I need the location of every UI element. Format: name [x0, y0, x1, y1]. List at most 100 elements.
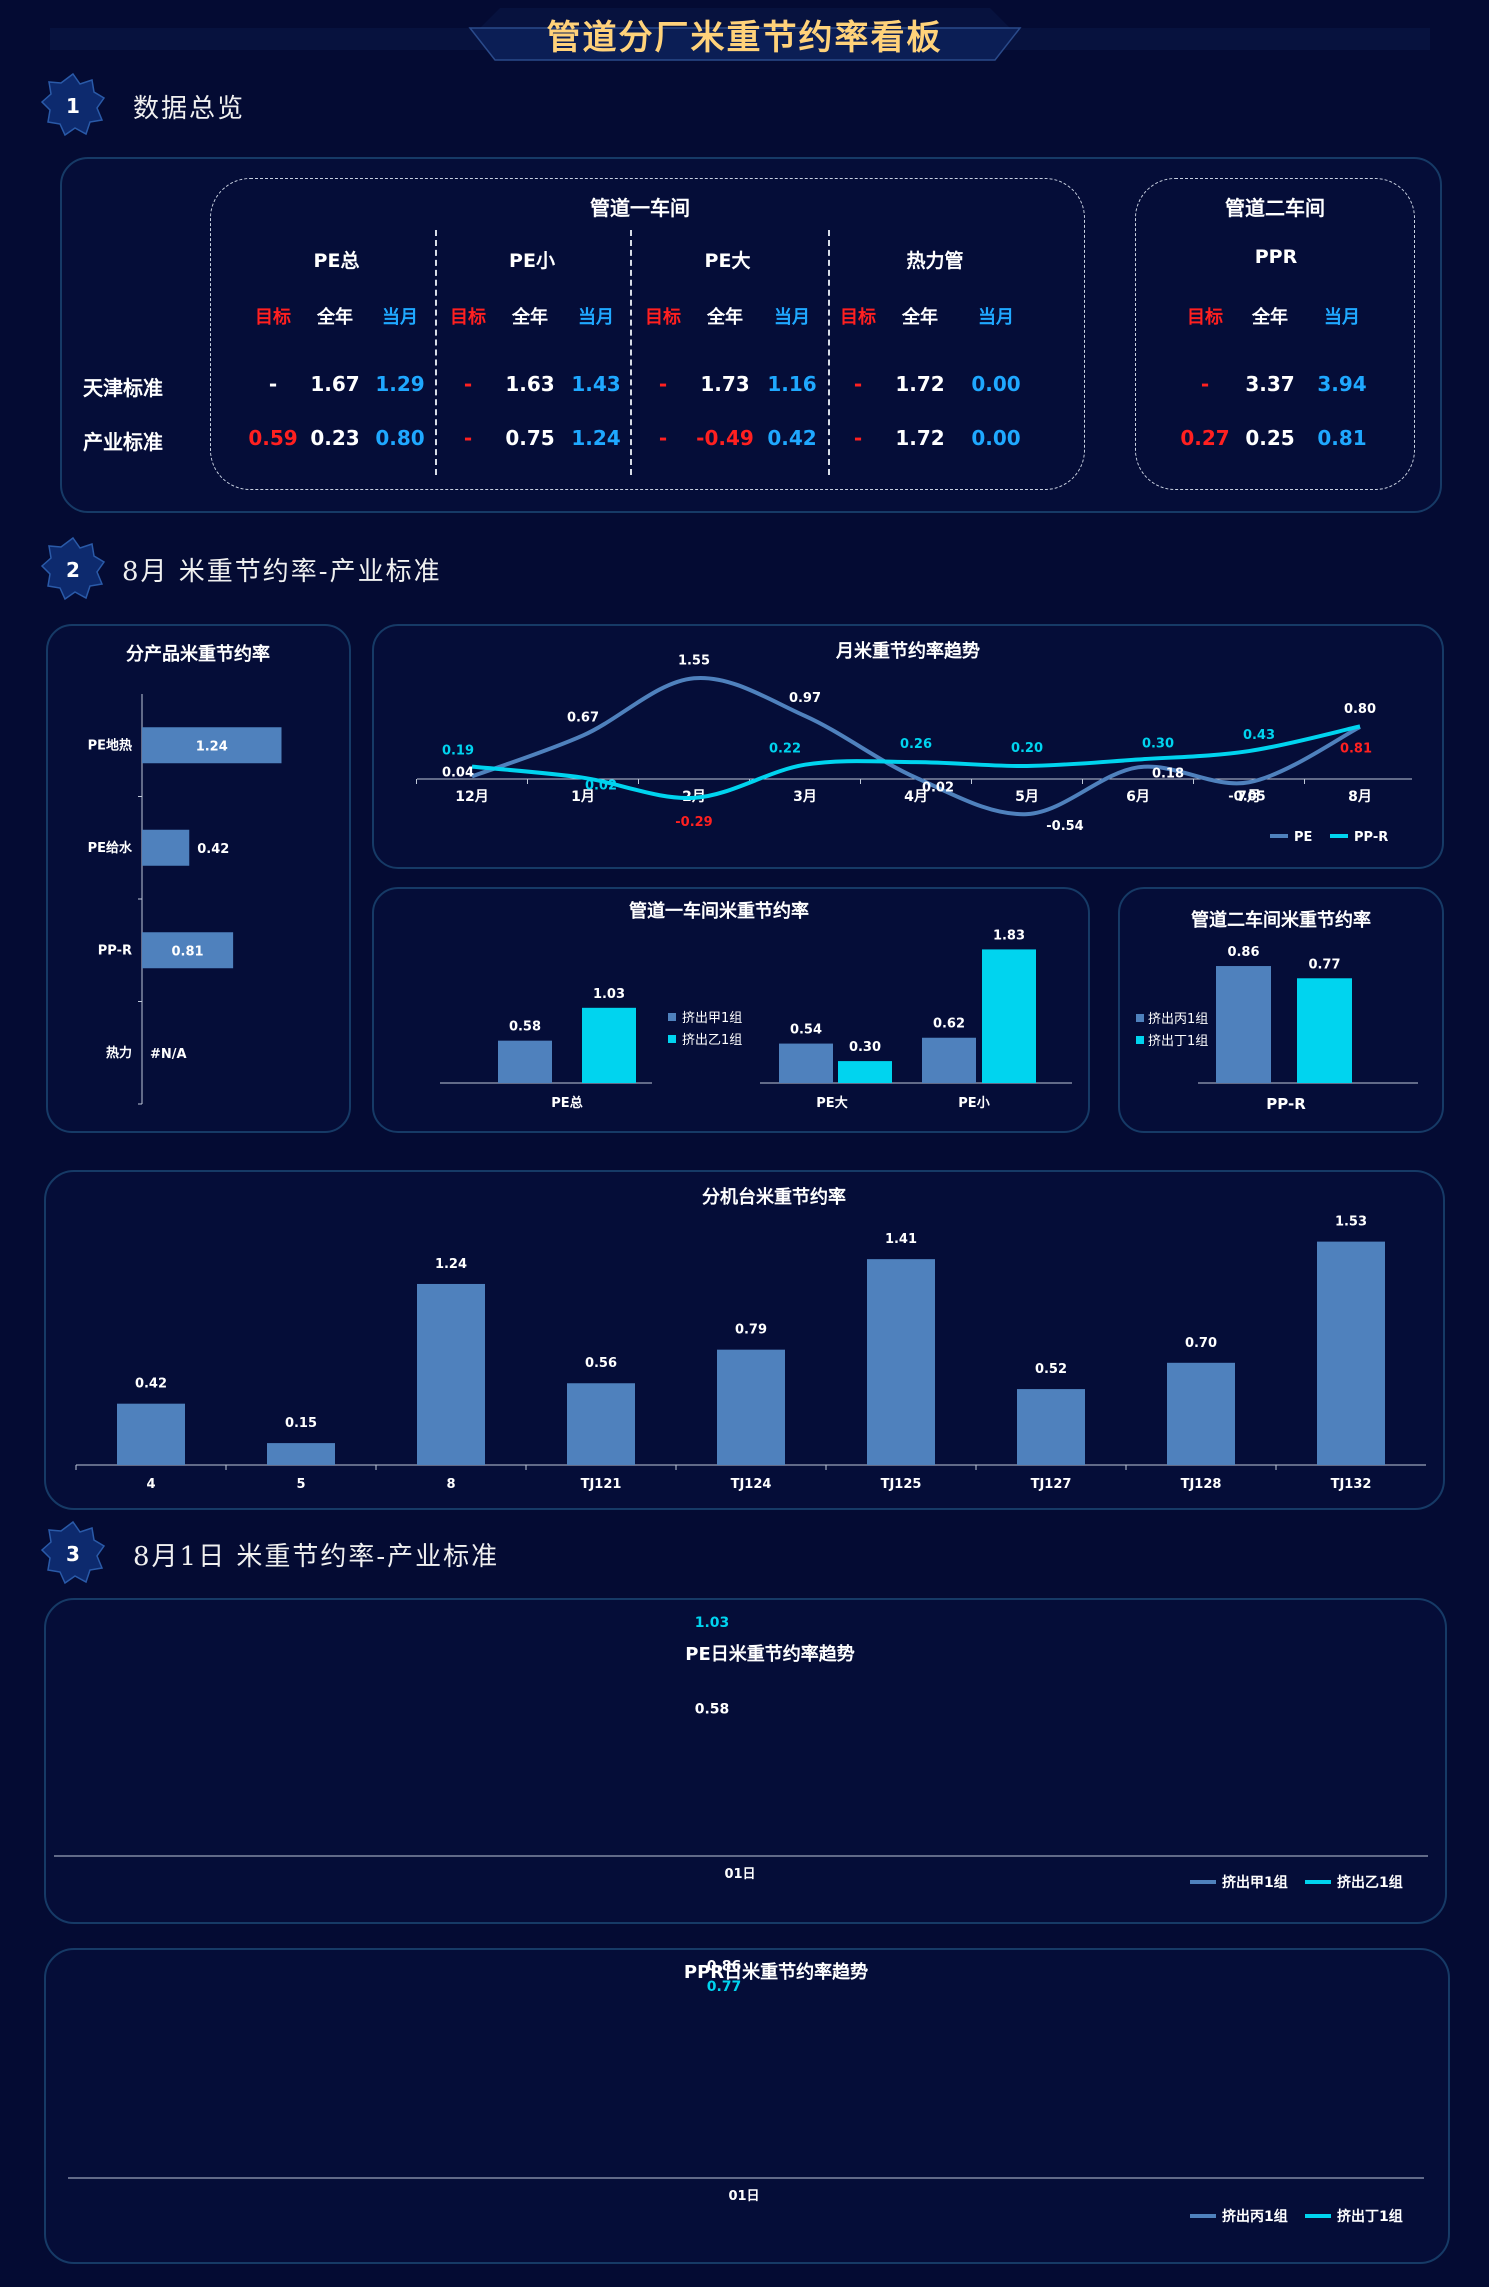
legend-label: PE — [1294, 830, 1312, 845]
ppr-daily-panel — [44, 1948, 1450, 2264]
category-label: PP-R — [98, 943, 132, 958]
bar — [1017, 1389, 1085, 1465]
legend-label: 挤出乙1组 — [1337, 1874, 1403, 1891]
bar — [982, 949, 1036, 1083]
cell-target: - — [853, 372, 863, 396]
legend-swatch — [668, 1035, 676, 1043]
product-header: 热力管 — [906, 250, 964, 272]
section-title-2: 8月 米重节约率-产业标准 — [122, 557, 442, 587]
col-year: 全年 — [512, 307, 548, 328]
workshop2-title: 管道二车间 — [1225, 196, 1325, 220]
cell-year: 1.72 — [895, 372, 945, 396]
bar — [498, 1040, 552, 1083]
product-chart-panel — [46, 624, 351, 1133]
x-tick-label: 8月 — [1348, 789, 1372, 805]
data-label: 0.15 — [285, 1416, 317, 1431]
x-tick-label: 4月 — [904, 789, 928, 805]
data-label: 0.02 — [585, 779, 617, 794]
bar — [417, 1283, 485, 1465]
data-label: 0.77 — [707, 1979, 742, 1995]
x-tick-label: 6月 — [1126, 789, 1150, 805]
product-header: PE小 — [509, 250, 555, 272]
cell-year: 0.23 — [310, 426, 360, 450]
legend-label: PP-R — [1354, 830, 1388, 845]
pe-daily-panel — [44, 1598, 1447, 1924]
data-label: 0.58 — [509, 1020, 541, 1035]
col-month: 当月 — [978, 307, 1014, 328]
row-label-tianjin: 天津标准 — [83, 376, 163, 400]
x-tick-label: 4 — [146, 1477, 155, 1492]
data-label: 1.83 — [993, 928, 1025, 943]
bar — [267, 1443, 335, 1465]
col-month: 当月 — [774, 307, 810, 328]
x-tick-label: TJ124 — [731, 1477, 772, 1492]
data-label: 0.22 — [769, 742, 801, 757]
data-label: 1.41 — [885, 1232, 917, 1247]
product-header: PE大 — [704, 250, 751, 272]
legend-label: 挤出甲1组 — [1222, 1874, 1288, 1891]
column-divider — [630, 230, 632, 475]
legend-swatch — [1136, 1014, 1144, 1022]
column-divider — [828, 230, 830, 475]
data-label: 0.67 — [567, 710, 599, 725]
data-label: 0.43 — [1243, 728, 1275, 743]
x-tick-label: 3月 — [793, 789, 817, 805]
bar — [1167, 1362, 1235, 1465]
cell-year: 0.75 — [505, 426, 555, 450]
bar — [1297, 978, 1352, 1083]
legend-swatch — [668, 1013, 676, 1021]
bar — [717, 1349, 785, 1465]
cell-month: 1.16 — [767, 372, 817, 396]
bar — [867, 1259, 935, 1465]
series-line-pe — [471, 675, 1361, 817]
x-tick-label: PP-R — [1266, 1095, 1306, 1113]
ws2-chart-panel — [1118, 887, 1444, 1133]
data-label: 0.54 — [790, 1023, 822, 1038]
chart-title: 分产品米重节约率 — [126, 643, 270, 665]
col-month: 当月 — [578, 307, 614, 328]
cell-month: 3.94 — [1317, 372, 1367, 396]
data-label: 0.20 — [1011, 741, 1043, 756]
data-label: 0.62 — [933, 1017, 965, 1032]
cell-target: - — [463, 372, 473, 396]
x-tick-label: PE小 — [958, 1096, 989, 1111]
legend-label: 挤出乙1组 — [682, 1033, 742, 1048]
cell-target: - — [1200, 372, 1210, 396]
svg-text:3: 3 — [66, 1542, 80, 1566]
cell-target: - — [658, 372, 668, 396]
data-label: -0.05 — [1228, 789, 1265, 804]
data-label: -0.29 — [675, 815, 712, 830]
cell-year: 1.73 — [700, 372, 750, 396]
x-tick-label: TJ121 — [581, 1477, 622, 1492]
cell-month: 0.81 — [1317, 426, 1367, 450]
bar — [1317, 1241, 1385, 1465]
chart-title: 月米重节约率趋势 — [835, 640, 980, 662]
cell-target: - — [268, 372, 278, 396]
chart-title: PPR日米重节约率趋势 — [684, 1961, 868, 1983]
legend-label: 挤出丙1组 — [1148, 1012, 1208, 1027]
data-label: 0.18 — [1152, 766, 1184, 781]
legend-label: 挤出甲1组 — [682, 1011, 742, 1026]
chart-title: 分机台米重节约率 — [702, 1186, 846, 1208]
category-label: PE地热 — [88, 737, 132, 753]
bar — [142, 932, 234, 969]
page-title: 管道分厂米重节约率看板 — [546, 18, 943, 58]
data-label: 0.86 — [1227, 945, 1259, 960]
cell-target: - — [658, 426, 668, 450]
data-label: 1.55 — [678, 653, 710, 668]
ws1-bar-chart: 管道一车间米重节约率 0.58 1.03 PE总 0.54 0.30 PE大 0.62 1.83… — [440, 900, 1072, 1111]
cell-year: 3.37 — [1245, 372, 1295, 396]
workshop1-title: 管道一车间 — [590, 196, 690, 220]
header-frame — [50, 8, 1430, 61]
legend-label: 挤出丙1组 — [1222, 2208, 1288, 2225]
data-label: 0.52 — [1035, 1362, 1067, 1377]
data-label: 0.04 — [442, 765, 474, 780]
x-tick-label: 7月 — [1237, 789, 1261, 805]
col-target: 目标 — [450, 307, 486, 328]
legend-label: 挤出丁1组 — [1337, 2208, 1403, 2225]
data-label: 1.24 — [196, 739, 228, 754]
data-label: 1.03 — [695, 1615, 730, 1631]
bar — [1216, 966, 1271, 1083]
data-label: 0.97 — [789, 691, 821, 706]
